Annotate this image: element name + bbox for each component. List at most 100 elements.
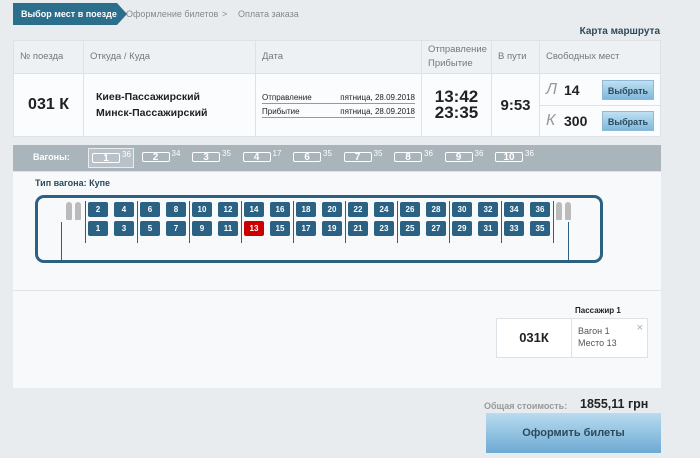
header-train: № поезда (13, 40, 84, 74)
header-date: Дата (255, 40, 422, 74)
passenger-wagon: Вагон 1 (578, 326, 610, 336)
train-number: 031 К (13, 73, 84, 137)
duration: 9:53 (491, 73, 540, 137)
wagon-icon: 2 (141, 152, 170, 163)
total-value: 1855,11 грн (580, 397, 649, 411)
door (61, 222, 62, 262)
seat-29[interactable]: 29 (452, 221, 472, 236)
arr-label: Прибытие (262, 106, 300, 116)
wagon-free-count: 35 (222, 149, 231, 158)
seat-1[interactable]: 1 (88, 221, 108, 236)
seat-6[interactable]: 6 (140, 202, 160, 217)
seat-25[interactable]: 25 (400, 221, 420, 236)
dep-time: 13:42 (434, 87, 479, 106)
seat-19[interactable]: 19 (322, 221, 342, 236)
seat-8[interactable]: 8 (166, 202, 186, 217)
class-count: 300 (564, 113, 588, 129)
car-type: Тип вагона: Купе (35, 178, 111, 188)
compartment-divider (449, 201, 450, 243)
compartment-divider (189, 201, 190, 243)
seat-17[interactable]: 17 (296, 221, 316, 236)
wagon-2[interactable]: 2 34 (139, 148, 185, 168)
wagon-icon: 4 (242, 152, 271, 163)
wagon-3[interactable]: 3 35 (189, 148, 235, 168)
seat-33[interactable]: 33 (504, 221, 524, 236)
seat-14[interactable]: 14 (244, 202, 264, 217)
seat-20[interactable]: 20 (322, 202, 342, 217)
seat-7[interactable]: 7 (166, 221, 186, 236)
wagon-10[interactable]: 10 36 (492, 148, 538, 168)
wagon-icon: 9 (444, 152, 473, 163)
class-row-k: К 300 Выбрать (540, 105, 660, 136)
wagon-free-count: 36 (122, 150, 131, 159)
seat-32[interactable]: 32 (478, 202, 498, 217)
step-payment[interactable]: Оплата заказа (238, 9, 299, 19)
passenger-title: Пассажир 1 (575, 306, 621, 315)
close-icon[interactable]: × (636, 322, 643, 334)
seat-3[interactable]: 3 (114, 221, 134, 236)
seat-36[interactable]: 36 (530, 202, 550, 217)
compartment-divider (137, 201, 138, 243)
seat-2[interactable]: 2 (88, 202, 108, 217)
wagon-icon: 6 (293, 152, 321, 163)
chevron-right-icon: > (222, 9, 228, 19)
seat-28[interactable]: 28 (426, 202, 446, 217)
toilet-icon (65, 202, 83, 220)
arr-date: пятница, 28.09.2018 (340, 106, 415, 116)
seat-26[interactable]: 26 (400, 202, 420, 217)
step-seat-selection[interactable]: Выбор мест в поезде (13, 3, 127, 25)
seat-5[interactable]: 5 (140, 221, 160, 236)
seat-21[interactable]: 21 (348, 221, 368, 236)
seat-15[interactable]: 15 (270, 221, 290, 236)
seat-11[interactable]: 11 (218, 221, 238, 236)
seat-23[interactable]: 23 (374, 221, 394, 236)
seat-34[interactable]: 34 (504, 202, 524, 217)
from-station: Киев-Пассажирский (96, 91, 201, 103)
step-ticket-details[interactable]: Оформление билетов (126, 9, 219, 19)
dep-date: пятница, 28.09.2018 (340, 92, 415, 102)
door (568, 222, 569, 262)
wagon-4[interactable]: 4 17 (240, 148, 286, 168)
wagon-free-count: 36 (424, 149, 433, 158)
seat-30[interactable]: 30 (452, 202, 472, 217)
class-label: Л (546, 80, 557, 98)
passenger-seat: Место 13 (578, 338, 617, 348)
wagon-8[interactable]: 8 36 (391, 148, 437, 168)
compartment-divider (553, 201, 554, 243)
table-row: 031 К Киев-Пассажирский Минск-Пассажирски… (13, 73, 661, 137)
wagon-free-count: 35 (323, 149, 332, 158)
wagon-icon: 8 (394, 152, 422, 163)
seat-24[interactable]: 24 (374, 202, 394, 217)
select-button[interactable]: Выбрать (602, 111, 654, 131)
divider (13, 290, 661, 291)
seat-18[interactable]: 18 (296, 202, 316, 217)
car-diagram: 1 2 3 4 5 6 7 8 9 10 11 12 13 14 15 16 17 18 19 20 21 22 23 24 2… (35, 195, 603, 263)
seat-22[interactable]: 22 (348, 202, 368, 217)
seat-27[interactable]: 27 (426, 221, 446, 236)
wagon-free-count: 36 (525, 149, 534, 158)
dep-label: Отправление (262, 92, 312, 102)
seat-16[interactable]: 16 (270, 202, 290, 217)
seat-31[interactable]: 31 (478, 221, 498, 236)
seat-4[interactable]: 4 (114, 202, 134, 217)
seat-10[interactable]: 10 (192, 202, 212, 217)
compartment-divider (241, 201, 242, 243)
seat-12[interactable]: 12 (218, 202, 238, 217)
wagon-1[interactable]: 1 36 (88, 148, 134, 168)
to-station: Минск-Пассажирский (96, 107, 208, 119)
wagon-free-count: 34 (171, 149, 181, 158)
wagon-free-count: 35 (373, 149, 383, 158)
wagon-9[interactable]: 9 36 (442, 148, 488, 168)
arr-time: 23:35 (434, 103, 479, 122)
seat-9[interactable]: 9 (192, 221, 212, 236)
select-button[interactable]: Выбрать (602, 79, 654, 100)
compartment-divider (85, 201, 86, 243)
compartment-divider (293, 201, 294, 243)
compartment-divider (501, 201, 502, 243)
route-map-link[interactable]: Карта маршрута (579, 26, 660, 37)
order-tickets-button[interactable]: Оформить билеты (486, 413, 661, 453)
wagon-6[interactable]: 6 35 (290, 148, 336, 168)
seat-13[interactable]: 13 (244, 221, 264, 236)
wagon-7[interactable]: 7 35 (341, 148, 387, 168)
seat-35[interactable]: 35 (530, 221, 550, 236)
